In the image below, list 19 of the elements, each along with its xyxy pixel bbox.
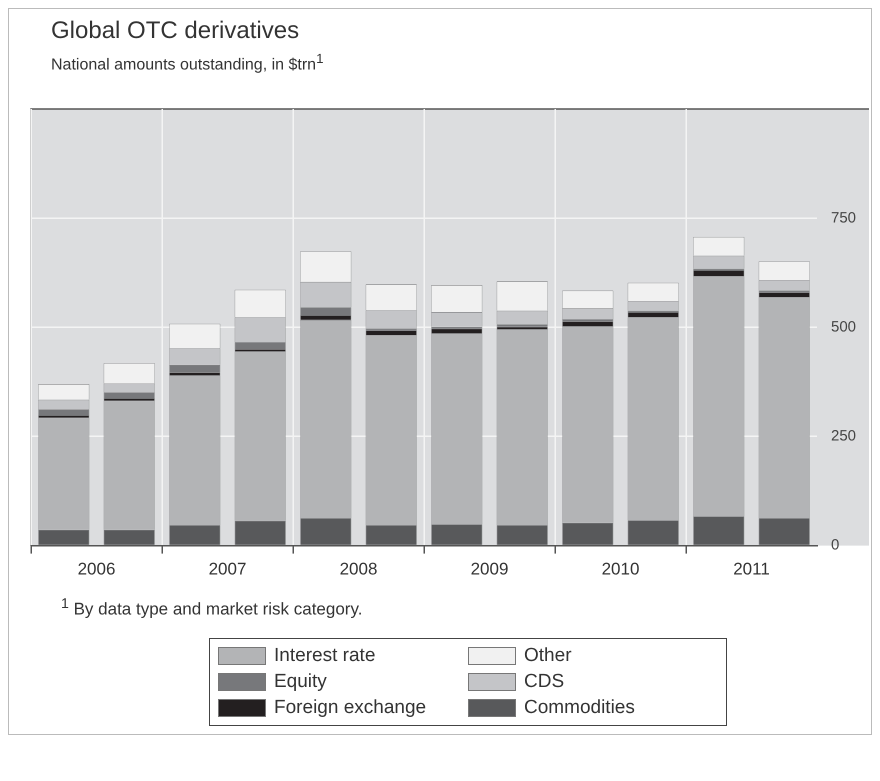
x-tick-label: 2010 <box>602 560 640 579</box>
y-tick-label: 500 <box>831 318 856 336</box>
text: $^{1}$ By data type and market risk category. <box>60 595 364 620</box>
x-tick-label: 2006 <box>78 560 116 579</box>
x-tick-label: 2008 <box>340 560 378 579</box>
x-tick-label: 2009 <box>470 560 508 579</box>
y-tick-label: 750 <box>831 210 856 227</box>
legend-label: Equity <box>274 670 327 693</box>
legend-label: Other <box>524 644 572 667</box>
y-tick-label: 250 <box>831 428 856 445</box>
x-tick-label: 2007 <box>208 560 246 579</box>
legend-label: CDS <box>524 670 564 693</box>
legend-label: Foreign exchange <box>274 696 426 719</box>
legend-label: Interest rate <box>274 644 376 667</box>
chart-subtitle: National amounts outstanding, in $trn$^{1}$ <box>50 50 324 76</box>
y-tick-label: 0 <box>831 537 840 554</box>
chart-title: Global OTC derivatives <box>50 16 300 45</box>
legend-label: Commodities <box>524 696 635 719</box>
x-tick-label: 2011 <box>733 560 770 579</box>
